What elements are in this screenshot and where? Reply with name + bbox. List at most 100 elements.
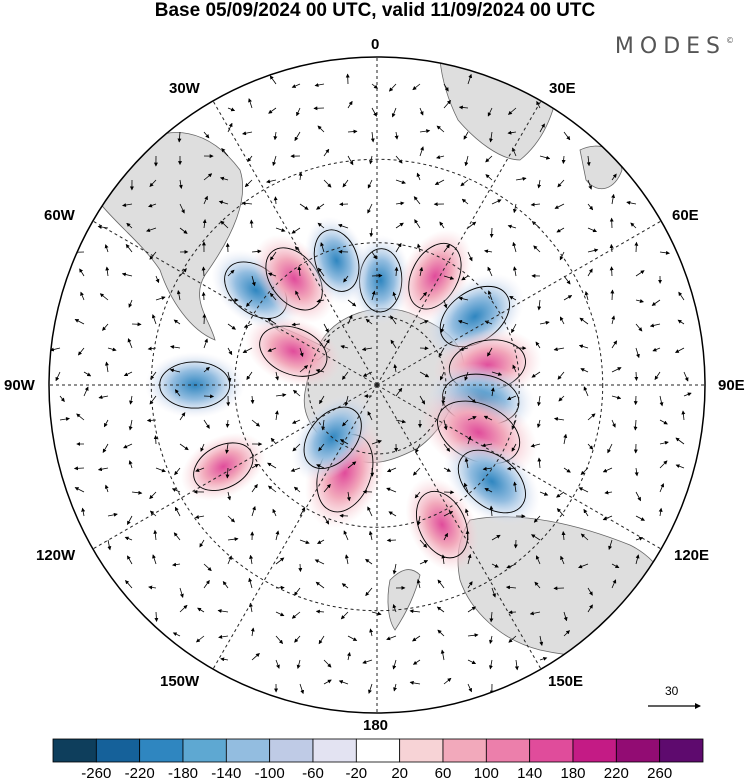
wind-vector: [511, 443, 517, 452]
wind-vector: [79, 268, 85, 277]
wind-vector: [530, 443, 541, 448]
wind-vector: [419, 266, 424, 277]
wind-vector: [316, 298, 325, 303]
wind-vector: [443, 532, 448, 541]
wind-vector: [678, 291, 685, 301]
wind-vector: [275, 635, 284, 645]
wind-vector: [222, 580, 229, 589]
wind-vector: [270, 437, 277, 445]
wind-vector: [635, 270, 645, 277]
wind-vector: [390, 339, 397, 349]
wind-vector: [414, 491, 421, 499]
wind-vector: [578, 563, 589, 569]
wind-vector: [369, 628, 374, 637]
wind-vector: [267, 485, 277, 493]
wind-vector: [393, 364, 398, 373]
wind-vector: [683, 371, 689, 382]
wind-vector: [273, 131, 278, 141]
wind-vector: [659, 460, 668, 469]
wind-vector: [340, 344, 349, 349]
wind-vector: [659, 440, 669, 445]
wind-vector: [347, 100, 353, 109]
wind-vector: [659, 250, 670, 255]
lon-label-0: 0: [371, 36, 380, 53]
wind-vector: [419, 107, 424, 116]
wind-vector: [536, 419, 541, 428]
streamline-ring-7: [416, 490, 469, 559]
wind-vector: [531, 371, 541, 378]
wind-vector: [176, 290, 181, 301]
wind-vector: [179, 227, 188, 234]
wind-vector: [267, 272, 277, 277]
wind-vector: [320, 242, 325, 253]
wind-vector: [386, 635, 397, 641]
wind-vector: [437, 629, 445, 637]
wind-vector: [539, 123, 545, 133]
wind-vector: [611, 173, 617, 181]
wind-vector: [178, 179, 183, 189]
wind-vector: [227, 555, 232, 565]
colorbar-swatch: [529, 738, 574, 763]
wind-vector: [611, 579, 617, 589]
wind-vector: [316, 464, 325, 469]
wind-vector: [416, 172, 421, 181]
wind-vector: [539, 491, 549, 496]
wind-vector: [587, 587, 593, 596]
wind-vector: [291, 322, 301, 327]
meridian-line: [376, 384, 662, 550]
wind-vector: [611, 315, 616, 325]
colorbar-swatch: [95, 738, 141, 763]
wind-vector: [467, 73, 473, 85]
wind-vector: [484, 249, 493, 254]
wind-vector: [125, 579, 133, 589]
wind-vector: [296, 659, 301, 669]
wind-vector: [512, 203, 517, 214]
wind-vector: [409, 609, 421, 614]
wind-vector: [123, 443, 133, 449]
colorbar-tick-label: 260: [647, 765, 673, 782]
wind-vector: [539, 155, 551, 160]
reference-vector-value: 30: [665, 684, 679, 698]
wind-vector: [506, 395, 517, 401]
wind-vector: [225, 467, 230, 479]
wind-vector: [227, 323, 236, 330]
wind-vector: [291, 227, 301, 234]
wind-vector: [587, 443, 594, 450]
wind-vector: [149, 510, 157, 517]
wind-vector: [227, 107, 236, 112]
wind-vector: [436, 125, 445, 133]
wind-vector: [392, 659, 397, 670]
wind-vector: [251, 652, 260, 661]
wind-vector: [419, 320, 429, 325]
wind-vector: [275, 659, 280, 669]
wind-vector: [395, 201, 405, 206]
wind-vector: [203, 338, 208, 349]
wind-vector: [681, 410, 686, 421]
wind-vector: [296, 107, 301, 117]
wind-vector: [602, 467, 613, 473]
wind-vector: [370, 131, 375, 143]
wind-vector: [587, 179, 593, 190]
wind-vector: [386, 538, 397, 543]
wind-vector: [533, 515, 541, 523]
map-border: [48, 56, 706, 714]
wind-vector: [131, 490, 143, 495]
wind-vector: [440, 323, 445, 333]
meridian-line: [92, 220, 378, 386]
wind-vector: [299, 539, 310, 545]
lon-label-180: 180: [363, 717, 389, 734]
wind-vector: [97, 225, 109, 229]
wind-vector: [440, 649, 445, 661]
colorbar-swatch: [182, 738, 227, 763]
wind-vector: [367, 179, 373, 189]
wind-vector: [511, 323, 517, 334]
meridian-line: [376, 100, 542, 386]
wind-vector: [658, 507, 663, 517]
wind-vector: [195, 467, 205, 472]
colorbar-swatch: [139, 738, 184, 763]
wind-vector: [317, 125, 325, 133]
wind-vector: [294, 131, 301, 142]
wind-vector: [635, 347, 640, 359]
wind-vector: [338, 680, 349, 685]
wind-vector: [443, 677, 452, 685]
